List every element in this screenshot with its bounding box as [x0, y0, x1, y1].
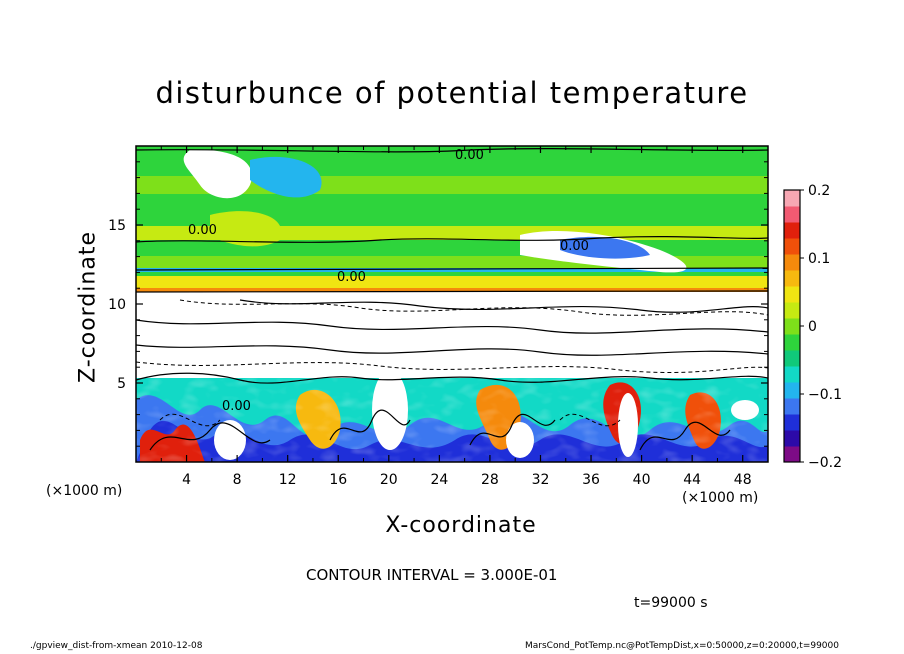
colorbar: 0.2 0.1 0 −0.1 −0.2 — [783, 183, 842, 471]
field-upper-feature — [183, 149, 252, 199]
x-tick-label: 36 — [582, 472, 600, 488]
colorbar-swatch — [784, 190, 800, 207]
colorbar-tick-label: 0 — [808, 319, 817, 335]
x-tick-label: 24 — [430, 472, 448, 488]
x-tick-label: 28 — [481, 472, 499, 488]
chart-title: disturbunce of potential temperature — [155, 76, 749, 110]
colorbar-swatch — [784, 366, 800, 383]
x-axis-label: X-coordinate — [385, 513, 537, 538]
y-tick-label: 10 — [108, 297, 126, 313]
x-tick-label: 4 — [182, 472, 191, 488]
x-tick-label: 40 — [633, 472, 651, 488]
x-unit-label-left: (×1000 m) — [46, 483, 123, 499]
contour-label: 0.00 — [455, 148, 484, 163]
field-band — [136, 268, 768, 272]
contour-label: 0.00 — [337, 270, 366, 285]
field-upper-feature — [250, 156, 322, 198]
y-axis: 5 10 15 — [108, 161, 768, 447]
colorbar-swatch — [784, 238, 800, 255]
colorbar-tick-label: −0.1 — [808, 387, 842, 403]
colorbar-swatch — [784, 334, 800, 351]
contour-label: 0.00 — [222, 399, 251, 414]
colorbar-swatch — [784, 446, 800, 463]
x-tick-label: 16 — [329, 472, 347, 488]
colorbar-swatch — [784, 254, 800, 271]
colorbar-swatch — [784, 430, 800, 447]
colorbar-swatch — [784, 382, 800, 399]
colorbar-tick-label: 0.2 — [808, 183, 830, 199]
y-tick-label: 5 — [117, 376, 126, 392]
field-band — [136, 276, 768, 288]
footer-script-name: ./gpview_dist-from-xmean 2010-12-08 — [30, 641, 203, 651]
field-band — [136, 288, 768, 293]
colorbar-tick-label: 0.1 — [808, 251, 830, 267]
contour-label: 0.00 — [560, 239, 589, 254]
footer-data-source: MarsCond_PotTemp.nc@PotTempDist,x=0:5000… — [525, 641, 839, 651]
colorbar-swatch — [784, 302, 800, 319]
contour-lines-dashed — [136, 299, 768, 427]
x-tick-label: 32 — [532, 472, 550, 488]
colorbar-tick-label: −0.2 — [808, 455, 842, 471]
colorbar-swatch — [784, 286, 800, 303]
colorbar-swatch — [784, 414, 800, 431]
contour-interval-note: CONTOUR INTERVAL = 3.000E-01 — [306, 566, 558, 584]
x-unit-label-right: (×1000 m) — [682, 490, 759, 506]
colorbar-swatch — [784, 398, 800, 415]
colorbar-swatch — [784, 350, 800, 367]
contour-lines — [136, 147, 768, 451]
x-tick-label: 8 — [233, 472, 242, 488]
x-tick-label: 48 — [734, 472, 752, 488]
colorbar-swatch — [784, 270, 800, 287]
x-tick-label: 12 — [279, 472, 297, 488]
colorbar-swatch — [784, 318, 800, 335]
y-tick-label: 15 — [108, 218, 126, 234]
field-upper-feature — [560, 236, 650, 259]
colorbar-swatch — [784, 206, 800, 223]
heatmap-field — [136, 146, 768, 462]
x-axis: 4 8 12 16 20 24 28 32 36 40 44 48 — [160, 146, 752, 488]
field-upper-feature — [210, 211, 282, 247]
x-tick-label: 44 — [683, 472, 701, 488]
x-tick-label: 20 — [380, 472, 398, 488]
colorbar-swatch — [784, 222, 800, 239]
contour-label: 0.00 — [188, 223, 217, 238]
time-stamp: t=99000 s — [634, 595, 708, 611]
